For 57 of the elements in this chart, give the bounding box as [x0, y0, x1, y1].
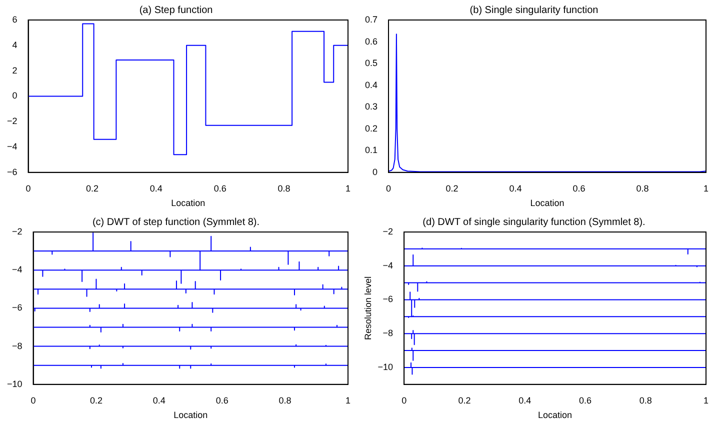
x-tick-label: 0.2	[446, 183, 458, 194]
x-tick-label: 0.2	[86, 183, 98, 194]
x-axis-title: Location	[174, 410, 208, 420]
x-tick-label: 0.6	[214, 183, 226, 194]
y-tick-label: 0.4	[364, 80, 378, 90]
y-tick-label: 0.3	[364, 102, 378, 112]
x-tick-label: 0	[402, 395, 407, 406]
y-tick-label: 2	[12, 65, 18, 76]
x-axis-title: Location	[530, 198, 564, 208]
x-tick-label: 0.8	[636, 183, 649, 194]
x-tick-label: 0.8	[639, 395, 652, 406]
y-tick-label: 0	[12, 90, 18, 101]
x-tick-label: 0.4	[152, 395, 166, 406]
x-tick-label: 1	[703, 395, 709, 406]
x-tick-label: 0.2	[90, 395, 102, 406]
x-tick-label: 0.6	[572, 183, 586, 194]
x-tick-label: 1	[703, 183, 709, 194]
y-tick-label: −2	[12, 226, 22, 236]
x-tick-label: 0.4	[150, 183, 162, 194]
x-tick-label: 0.4	[518, 395, 532, 406]
y-tick-label: −10	[378, 362, 394, 372]
y-tick-label: −8	[382, 328, 394, 338]
x-tick-label: 0	[26, 183, 31, 194]
x-axis-title: Location	[538, 410, 572, 420]
y-tick-label: 4	[12, 40, 18, 50]
y-tick-label: −2	[6, 116, 18, 126]
chart-title: (d) DWT of single singularity function (Symmlet 8).	[422, 216, 646, 228]
y-tick-label: −6	[382, 294, 394, 304]
x-tick-label: 0	[30, 395, 36, 406]
y-tick-label: −6	[6, 166, 18, 177]
y-tick-label: −8	[12, 340, 22, 351]
y-tick-label: 0.5	[364, 58, 378, 68]
x-axis-title: Location	[171, 198, 206, 208]
x-tick-label: 0.2	[458, 395, 471, 406]
y-tick-label: 6	[12, 14, 18, 24]
y-tick-label: −4	[12, 264, 22, 275]
y-tick-label: −6	[12, 302, 22, 313]
x-tick-label: 0.6	[216, 395, 228, 406]
x-tick-label: 1	[345, 183, 351, 194]
x-tick-label: 1	[345, 395, 351, 406]
y-tick-label: −4	[6, 141, 18, 152]
x-tick-label: 0.6	[578, 395, 592, 406]
y-tick-label: −4	[382, 260, 394, 270]
y-tick-label: 0.2	[364, 123, 378, 134]
y-tick-label: 0.6	[364, 36, 378, 46]
y-tick-label: −2	[382, 226, 394, 236]
y-tick-label: 0	[372, 166, 378, 177]
y-axis-title: Resolution level	[362, 276, 373, 340]
chart-title: (b) Single singularity function	[470, 4, 598, 16]
x-tick-label: 0.4	[509, 183, 522, 194]
y-tick-label: 0.1	[364, 145, 378, 156]
chart-title: (c) DWT of step function (Symmlet 8).	[92, 216, 260, 228]
y-tick-label: −10	[6, 378, 22, 389]
x-tick-label: 0.8	[278, 183, 290, 194]
x-tick-label: 0.8	[278, 395, 292, 406]
chart-title: (a) Step function	[139, 4, 213, 16]
y-tick-label: 0.7	[364, 14, 378, 24]
